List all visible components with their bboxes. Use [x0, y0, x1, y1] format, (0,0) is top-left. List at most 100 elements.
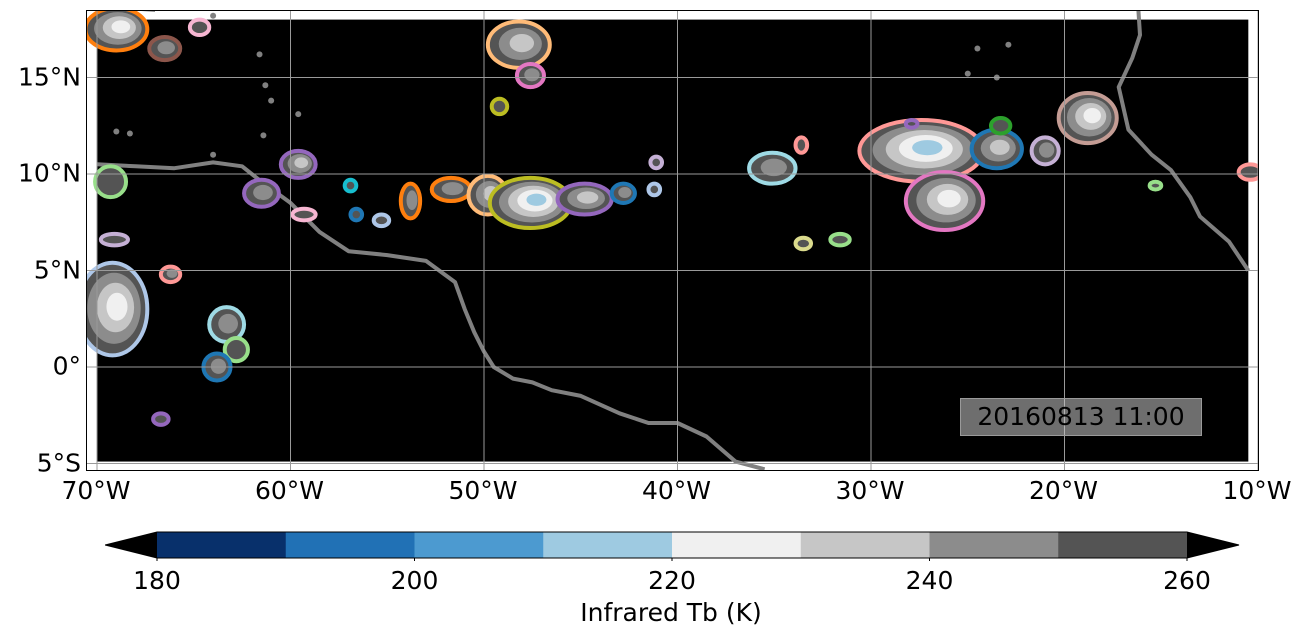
cloud-system-28: [151, 411, 171, 427]
cloud-outline: [489, 96, 510, 117]
cloud-contour: [618, 187, 632, 198]
island-8: [126, 130, 133, 137]
island-3: [262, 82, 269, 89]
map-canvas: [87, 11, 1258, 470]
colorbar-segment: [543, 532, 673, 558]
colorbar-tick-label: 200: [390, 566, 439, 595]
colorbar-tick-label: 260: [1163, 566, 1211, 595]
cloud-contour: [524, 68, 540, 82]
cloud-outline: [98, 231, 130, 248]
cloud-system-11: [242, 177, 281, 209]
colorbar-segment: [800, 532, 930, 558]
cloud-contour: [111, 20, 131, 34]
cloud-outline: [348, 206, 365, 223]
coast-west-africa: [1116, 11, 1250, 272]
y-tick-label: 15°N: [17, 62, 81, 91]
cloud-contour: [166, 269, 178, 278]
colorbar-segment: [157, 532, 287, 558]
cloud-contour: [210, 358, 227, 374]
cloud-system-41: [1236, 162, 1258, 182]
cloud-system-18: [429, 175, 473, 204]
cloud-system-16: [371, 212, 392, 229]
cloud-system-38: [903, 117, 920, 130]
cloud-contour: [937, 189, 961, 208]
cloud-system-1: [87, 11, 150, 53]
cloud-outline: [988, 116, 1013, 136]
colorbar-tick-label: 220: [648, 566, 696, 595]
colorbar: [105, 531, 1240, 561]
x-tick-label: 10°W: [1222, 476, 1292, 505]
cloud-outline: [903, 117, 920, 130]
cloud-outline: [828, 231, 852, 248]
colorbar-segment: [672, 532, 802, 558]
x-tick-label: 40°W: [641, 476, 712, 505]
cloud-system-26: [222, 336, 250, 364]
island-12: [964, 70, 971, 77]
island-10: [974, 45, 981, 52]
island-2: [256, 51, 263, 58]
colorbar-tick-label: 180: [133, 566, 181, 595]
cloud-contour: [294, 157, 309, 169]
y-tick-label: 10°N: [17, 158, 81, 188]
cloud-outline: [648, 154, 665, 171]
cloud-contour: [760, 158, 787, 177]
cloud-contour: [218, 313, 238, 334]
cloud-system-29: [747, 150, 798, 186]
cloud-outline: [1236, 162, 1258, 182]
cloud-contour: [1083, 108, 1101, 124]
cloud-outline: [222, 336, 250, 364]
cloud-outline: [371, 212, 392, 229]
cloud-system-8: [98, 231, 130, 248]
y-tick-label: 5°S: [36, 448, 81, 477]
cloud-system-36: [988, 116, 1013, 136]
cloud-contour: [509, 33, 535, 53]
cloud-system-39: [1056, 90, 1119, 146]
cloud-contour: [406, 190, 418, 211]
cloud-contour: [253, 184, 273, 201]
cloud-outline: [1147, 179, 1164, 192]
x-tick-label: 60°W: [254, 476, 325, 505]
cloud-outline: [187, 17, 212, 38]
island-1: [210, 12, 217, 19]
cloud-system-35: [969, 127, 1024, 171]
x-tick-label: 30°W: [835, 476, 905, 505]
cloud-system-30: [793, 135, 810, 155]
cloud-outline: [93, 164, 129, 200]
island-7: [113, 128, 120, 135]
cloud-outline: [151, 411, 171, 427]
cloud-system-34: [903, 170, 986, 232]
cloud-system-40: [1147, 179, 1164, 192]
cloud-contour: [441, 182, 464, 196]
cloud-outline: [342, 177, 359, 194]
cloud-system-10: [158, 264, 183, 285]
cloud-contour: [526, 193, 547, 206]
cloud-system-4: [485, 19, 552, 70]
timestamp-label: 20160813 11:00: [960, 398, 1202, 436]
coast-south-america: [96, 160, 766, 470]
colorbar-segment: [1058, 532, 1188, 558]
map-panel: [86, 10, 1259, 471]
colorbar-segment: [285, 532, 415, 558]
island-13: [1005, 41, 1012, 48]
cloud-system-23: [646, 181, 663, 198]
cloud-contour: [912, 140, 943, 156]
cloud-outline: [793, 235, 814, 252]
colorbar-title: Infrared Tb (K): [580, 598, 762, 627]
cloud-contour: [576, 191, 599, 204]
cloud-system-5: [514, 61, 546, 90]
island-6: [260, 132, 267, 139]
cloud-system-7: [93, 164, 129, 200]
cloud-system-13: [290, 206, 318, 223]
cloud-outline: [646, 181, 663, 198]
colorbar-extend-min: [105, 532, 157, 558]
cloud-system-6: [489, 96, 510, 117]
island-4: [268, 97, 275, 104]
cloud-system-37: [1029, 135, 1061, 167]
cloud-system-3: [187, 17, 212, 38]
cloud-system-2: [147, 34, 183, 63]
x-tick-label: 70°W: [61, 476, 131, 505]
cloud-contour: [989, 139, 1010, 155]
colorbar-segment: [414, 532, 544, 558]
cloud-system-22: [609, 181, 637, 205]
cloud-outline: [290, 206, 318, 223]
